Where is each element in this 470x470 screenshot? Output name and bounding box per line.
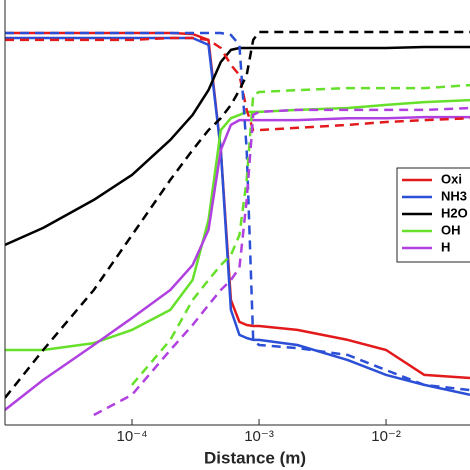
dashed-line bbox=[131, 83, 470, 386]
x-axis-label: Distance (m) bbox=[204, 448, 306, 467]
legend-label: Oxi bbox=[441, 171, 462, 186]
plot-area bbox=[5, 30, 470, 417]
dashed-line bbox=[5, 30, 470, 399]
dashed-line bbox=[5, 36, 470, 132]
line bbox=[5, 98, 470, 352]
legend-label: H2O bbox=[441, 205, 468, 220]
x-tick-label: 10⁻⁴ bbox=[116, 428, 147, 445]
dashed-line bbox=[5, 31, 470, 392]
legend-label: NH3 bbox=[441, 188, 467, 203]
line bbox=[5, 115, 470, 411]
x-tick-label: 10⁻³ bbox=[244, 428, 274, 445]
x-tick-label: 10⁻² bbox=[371, 428, 401, 445]
legend-label: H bbox=[441, 239, 450, 254]
legend: Oxi NH3 H2O OH H bbox=[396, 167, 470, 263]
line bbox=[5, 36, 470, 397]
legend-label: OH bbox=[441, 222, 461, 237]
dashed-line bbox=[93, 106, 470, 417]
line bbox=[5, 45, 470, 247]
